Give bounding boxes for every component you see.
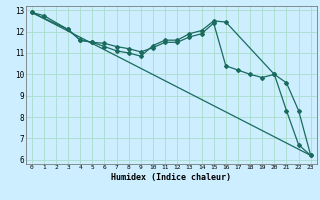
X-axis label: Humidex (Indice chaleur): Humidex (Indice chaleur): [111, 173, 231, 182]
